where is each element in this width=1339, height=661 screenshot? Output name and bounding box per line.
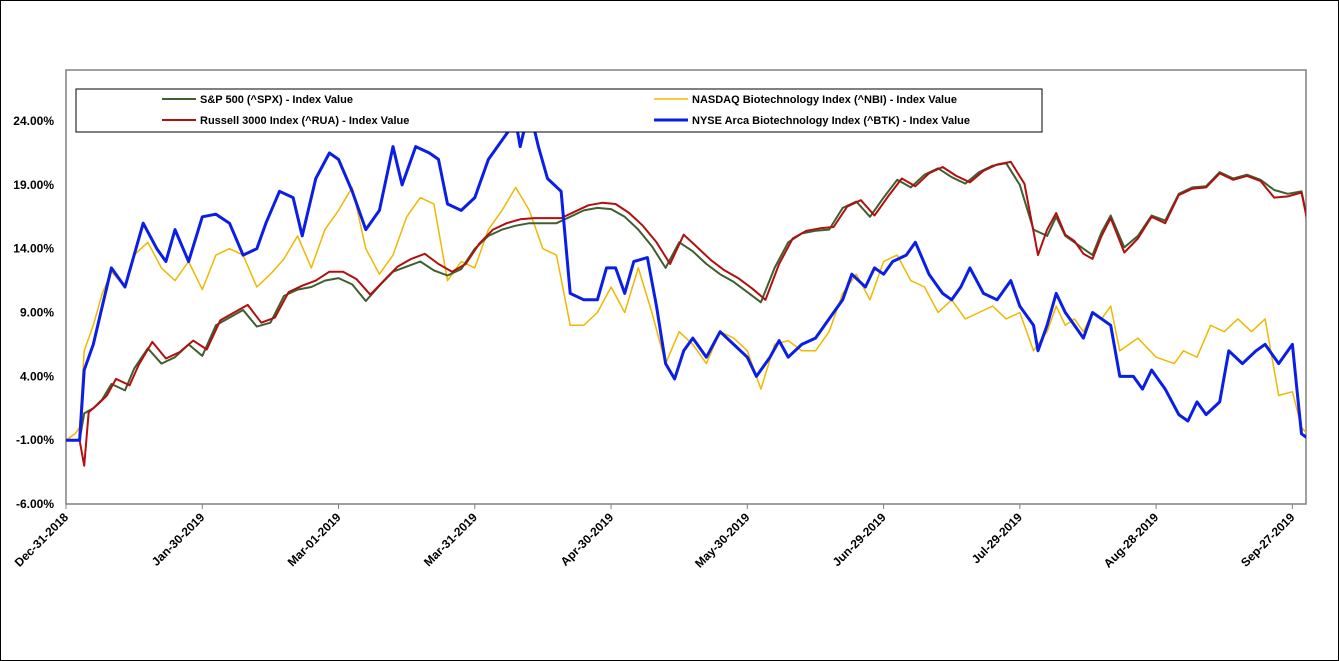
x-tick-label: Mar-01-2019 bbox=[285, 510, 344, 569]
y-tick-label: 19.00% bbox=[13, 178, 54, 192]
series-line-1 bbox=[66, 160, 1306, 467]
legend-label-0: S&P 500 (^SPX) - Index Value bbox=[200, 94, 353, 106]
series-layer bbox=[66, 106, 1306, 467]
legend: S&P 500 (^SPX) - Index Value Russell 3000… bbox=[75, 88, 1043, 133]
x-tick-label: Jan-30-2019 bbox=[149, 510, 208, 569]
plot-area bbox=[65, 69, 1307, 505]
y-tick-label: -1.00% bbox=[16, 433, 54, 447]
y-axis: 24.00% 19.00% 14.00% 9.00% 4.00% -1.00% -6.00% bbox=[13, 114, 54, 511]
x-tick-label: May-30-2019 bbox=[692, 510, 753, 571]
y-tick-label: 4.00% bbox=[20, 369, 54, 383]
x-tick-label: Dec-31-2018 bbox=[12, 510, 72, 570]
x-tick-label: Jun-29-2019 bbox=[830, 510, 889, 569]
x-tick-label: Aug-28-2019 bbox=[1101, 510, 1162, 571]
y-tick-label: 24.00% bbox=[13, 114, 54, 128]
x-axis: Dec-31-2018 Jan-30-2019 Mar-01-2019 Mar-31-… bbox=[12, 504, 1298, 571]
legend-label-3: NYSE Arca Biotechnology Index (^BTK) - I… bbox=[692, 115, 970, 127]
series-line-0 bbox=[66, 162, 1306, 442]
legend-box bbox=[75, 88, 1043, 133]
legend-label-2: NASDAQ Biotechnology Index (^NBI) - Inde… bbox=[692, 94, 957, 106]
legend-label-1: Russell 3000 Index (^RUA) - Index Value bbox=[200, 115, 409, 127]
x-tick-label: Apr-30-2019 bbox=[558, 510, 617, 569]
y-tick-label: 9.00% bbox=[20, 306, 54, 320]
y-tick-label: 14.00% bbox=[13, 242, 54, 256]
x-tick-label: Mar-31-2019 bbox=[421, 510, 480, 569]
y-tick-label: -6.00% bbox=[16, 497, 54, 511]
series-line-3 bbox=[66, 106, 1306, 442]
x-tick-label: Sep-27-2019 bbox=[1238, 510, 1298, 570]
x-tick-label: Jul-29-2019 bbox=[969, 510, 1025, 566]
